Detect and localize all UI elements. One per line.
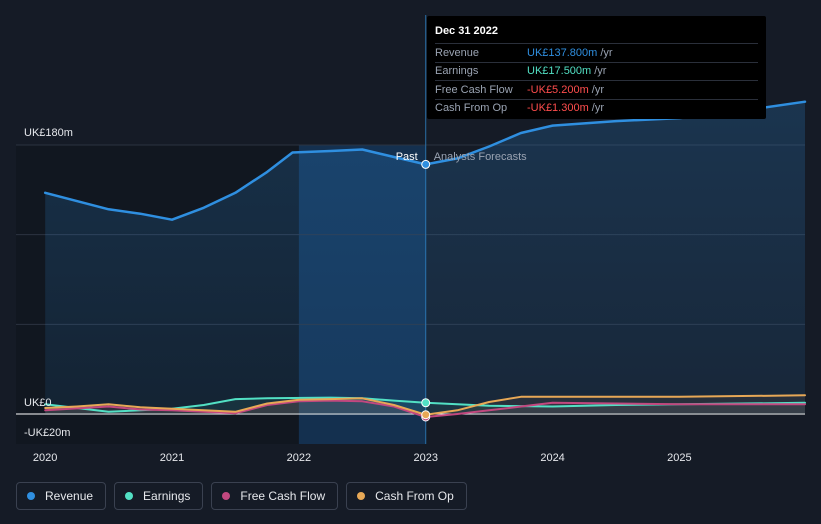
tooltip-row-unit: /yr: [591, 102, 604, 115]
tooltip-row: Free Cash Flow -UK£5.200m/yr: [435, 80, 758, 99]
x-tick-label: 2023: [413, 452, 437, 464]
x-tick-label: 2020: [33, 452, 57, 464]
tooltip-row-name: Free Cash Flow: [435, 83, 513, 96]
tooltip-row-value: UK£137.800m: [527, 46, 598, 59]
legend-item-earnings[interactable]: Earnings: [114, 482, 204, 510]
series-area-cash-from-op: [45, 395, 805, 415]
forecast-label: Analysts Forecasts: [434, 151, 527, 163]
highlight-point-cash-from-op: [421, 410, 431, 420]
series-line-revenue: [43, 100, 807, 221]
tooltip-row: Revenue UK£137.800m/yr: [435, 43, 758, 62]
y-tick-label: -UK£20m: [24, 427, 70, 439]
x-tick-label: 2024: [540, 452, 564, 464]
tooltip-row-unit: /yr: [600, 46, 613, 59]
past-label: Past: [396, 151, 418, 163]
legend-label: Earnings: [143, 489, 191, 503]
tooltip-row-value: -UK£5.200m: [527, 83, 589, 96]
tooltip-row: Earnings UK£17.500m/yr: [435, 61, 758, 81]
tooltip-row: Cash From Op -UK£1.300m/yr: [435, 98, 758, 118]
tooltip-row-value: -UK£1.300m: [527, 102, 589, 115]
tooltip-row-unit: /yr: [591, 83, 604, 96]
legend-item-free-cash-flow[interactable]: Free Cash Flow: [211, 482, 339, 510]
legend-item-cash-from-op[interactable]: Cash From Op: [346, 482, 467, 510]
y-tick-label: UK£0: [24, 397, 52, 409]
tooltip-date: Dec 31 2022: [435, 25, 498, 37]
revenue-area: [45, 101, 805, 414]
tooltip-row-name: Earnings: [435, 65, 479, 78]
y-tick-label: UK£180m: [24, 127, 73, 139]
x-tick-label: 2025: [667, 452, 691, 464]
legend-dot-icon: [27, 492, 35, 500]
legend-item-revenue[interactable]: Revenue: [16, 482, 107, 510]
series-line-cash-from-op: [44, 394, 806, 416]
highlight-point-revenue: [421, 159, 431, 169]
legend: Revenue Earnings Free Cash Flow Cash From O…: [16, 482, 467, 510]
highlight-point-earnings: [421, 398, 431, 408]
tooltip-row-value: UK£17.500m: [527, 65, 592, 78]
legend-label: Cash From Op: [375, 489, 454, 503]
x-tick-label: 2022: [287, 452, 311, 464]
legend-dot-icon: [357, 492, 366, 500]
tooltip-row-name: Cash From Op: [435, 102, 508, 115]
legend-dot-icon: [125, 492, 134, 500]
tooltip-row-unit: /yr: [594, 65, 607, 78]
legend-label: Free Cash Flow: [240, 489, 326, 503]
tooltip-row-name: Revenue: [435, 46, 480, 59]
tooltip: Dec 31 2022 Revenue UK£137.800m/yr Earning…: [427, 16, 766, 119]
legend-label: Revenue: [45, 489, 94, 503]
legend-dot-icon: [222, 492, 231, 500]
x-tick-label: 2021: [160, 452, 184, 464]
tooltip-rows: Revenue UK£137.800m/yr Earnings UK£17.500m /…: [435, 43, 758, 117]
series-line-free-cash-flow: [44, 399, 806, 418]
